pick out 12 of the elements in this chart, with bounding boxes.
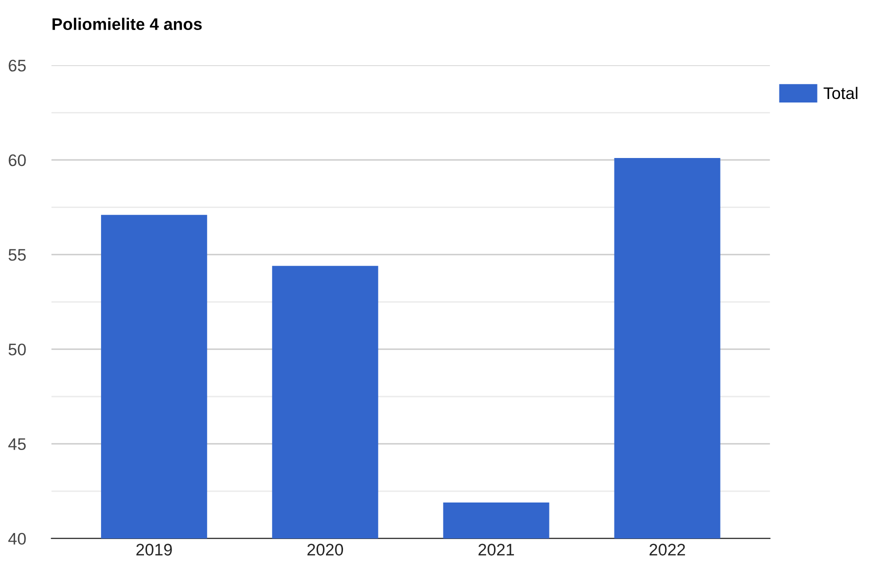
y-tick-label: 55 xyxy=(8,249,26,261)
y-tick-label: 60 xyxy=(8,154,26,166)
x-tick-label: 2020 xyxy=(307,544,344,556)
y-tick-label: 50 xyxy=(8,344,26,356)
chart-title: Poliomielite 4 anos xyxy=(52,18,202,30)
y-tick-label: 45 xyxy=(8,438,26,450)
y-tick-label: 40 xyxy=(8,532,26,545)
legend-label: Total xyxy=(824,86,858,100)
x-tick-label: 2021 xyxy=(478,544,514,556)
x-tick-label: 2022 xyxy=(650,544,685,556)
y-tick-label: 65 xyxy=(8,60,26,72)
x-tick-label: 2019 xyxy=(136,544,172,556)
